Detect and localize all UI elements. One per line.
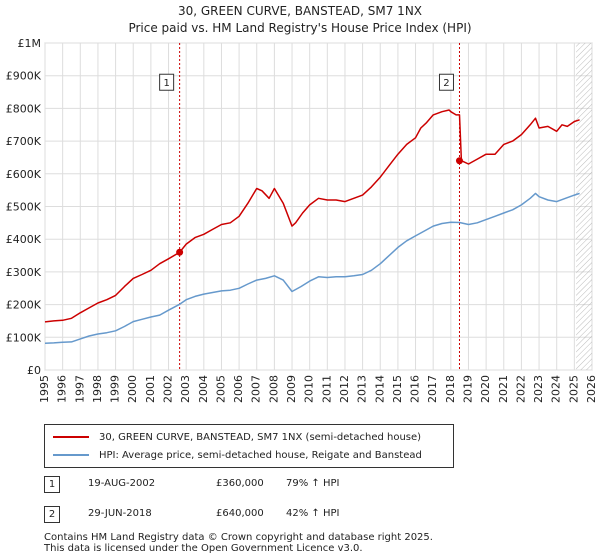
x-tick-label: 1995 bbox=[38, 375, 51, 403]
x-tick-label: 2020 bbox=[479, 375, 492, 403]
y-tick-label: £800K bbox=[6, 102, 42, 115]
x-tick-label: 1996 bbox=[56, 375, 69, 403]
x-tick-label: 2018 bbox=[444, 375, 457, 403]
transaction-row-2: 2 29-JUN-2018 £640,000 42% ↑ HPI bbox=[44, 506, 444, 524]
x-tick-label: 2012 bbox=[338, 375, 351, 403]
y-tick-label: £700K bbox=[6, 135, 42, 148]
y-tick-label: £500K bbox=[6, 201, 42, 214]
legend-swatch-hpi bbox=[53, 454, 89, 456]
transaction-row-1: 1 19-AUG-2002 £360,000 79% ↑ HPI bbox=[44, 476, 444, 494]
chart-title: 30, GREEN CURVE, BANSTEAD, SM7 1NX bbox=[177, 4, 423, 18]
x-tick-label: 2021 bbox=[497, 375, 510, 403]
transaction-date-2: 29-JUN-2018 bbox=[88, 508, 152, 519]
footer-line-2: This data is licensed under the Open Gov… bbox=[44, 543, 363, 554]
chart-legend: 30, GREEN CURVE, BANSTEAD, SM7 1NX (semi… bbox=[44, 424, 454, 468]
x-tick-label: 2011 bbox=[320, 375, 333, 403]
x-tick-label: 2016 bbox=[409, 375, 422, 403]
x-tick-label: 2026 bbox=[585, 375, 598, 403]
x-tick-label: 2019 bbox=[461, 375, 474, 403]
transaction-hpi-2: 42% ↑ HPI bbox=[286, 508, 340, 519]
transaction-badge-2: 2 bbox=[44, 506, 60, 523]
x-tick-label: 2007 bbox=[250, 375, 263, 403]
x-tick-label: 2004 bbox=[197, 375, 210, 403]
x-tick-label: 2006 bbox=[232, 375, 245, 403]
x-tick-label: 2001 bbox=[144, 375, 157, 403]
y-tick-label: £400K bbox=[6, 233, 42, 246]
x-tick-label: 2022 bbox=[514, 375, 527, 403]
x-tick-label: 2005 bbox=[214, 375, 227, 403]
transaction-hpi-1: 79% ↑ HPI bbox=[286, 478, 340, 489]
y-tick-label: £300K bbox=[6, 266, 42, 279]
y-tick-label: £900K bbox=[6, 70, 42, 83]
hpi-line bbox=[44, 192, 580, 344]
x-tick-label: 2015 bbox=[391, 375, 404, 403]
footer-line-1: Contains HM Land Registry data © Crown c… bbox=[44, 532, 433, 543]
x-tick-label: 2013 bbox=[356, 375, 369, 403]
y-tick-label: £600K bbox=[6, 168, 42, 181]
x-tick-label: 2009 bbox=[285, 375, 298, 403]
y-tick-label: £100K bbox=[6, 331, 42, 344]
price-chart: £0 £100K £200K £300K £400K £500K £600K £700K £80… bbox=[6, 37, 598, 403]
x-tick-label: 2023 bbox=[532, 375, 545, 403]
x-tick-label: 2010 bbox=[303, 375, 316, 403]
x-tick-label: 1999 bbox=[109, 375, 122, 403]
legend-label-property: 30, GREEN CURVE, BANSTEAD, SM7 1NX (semi… bbox=[99, 431, 422, 443]
forecast-hatch bbox=[576, 43, 592, 370]
transaction-price-2: £640,000 bbox=[216, 508, 264, 519]
legend-swatch-property bbox=[53, 436, 89, 438]
x-tick-label: 1997 bbox=[73, 375, 86, 403]
footer-credits: Contains HM Land Registry data © Crown c… bbox=[44, 532, 433, 554]
x-tick-label: 2008 bbox=[267, 375, 280, 403]
x-tick-label: 2000 bbox=[126, 375, 139, 403]
y-tick-label: £200K bbox=[6, 299, 42, 312]
marker-box-1 bbox=[159, 73, 175, 91]
property-price-line bbox=[44, 109, 580, 323]
x-tick-label: 2003 bbox=[179, 375, 192, 403]
x-tick-label: 2025 bbox=[567, 375, 580, 403]
transaction-date-1: 19-AUG-2002 bbox=[88, 478, 156, 489]
chart-subtitle: Price paid vs. HM Land Registry's House … bbox=[128, 21, 472, 35]
y-tick-label: £1M bbox=[18, 37, 42, 50]
legend-label-hpi: HPI: Average price, semi-detached house,… bbox=[99, 449, 422, 461]
sale-point-1 bbox=[176, 248, 184, 256]
transaction-badge-1: 1 bbox=[44, 476, 60, 493]
transaction-price-1: £360,000 bbox=[216, 478, 264, 489]
x-tick-label: 2017 bbox=[426, 375, 439, 403]
marker-box-2 bbox=[438, 73, 454, 91]
x-tick-label: 2014 bbox=[373, 375, 386, 403]
x-tick-label: 1998 bbox=[91, 375, 104, 403]
y-tick-label: £0 bbox=[27, 364, 41, 377]
x-tick-label: 2002 bbox=[162, 375, 175, 403]
marker-label-1: 1 bbox=[163, 78, 169, 89]
sale-point-2 bbox=[455, 157, 463, 165]
marker-label-2: 2 bbox=[443, 78, 449, 89]
legend-item-hpi: HPI: Average price, semi-detached house,… bbox=[53, 447, 422, 463]
x-tick-label: 2024 bbox=[550, 375, 563, 403]
legend-item-property: 30, GREEN CURVE, BANSTEAD, SM7 1NX (semi… bbox=[53, 429, 421, 445]
